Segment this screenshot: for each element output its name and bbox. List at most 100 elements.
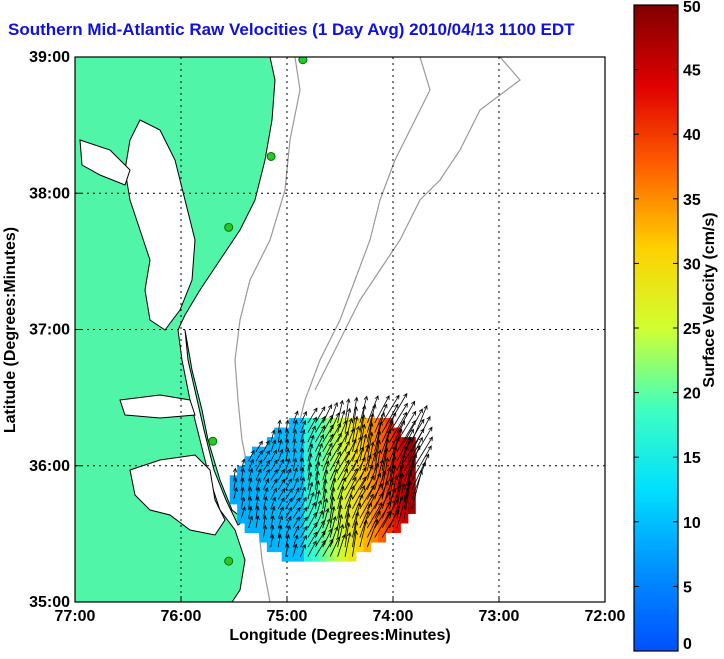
velocity-arrow [285,488,293,500]
velocity-arrowhead [248,477,253,482]
y-tick-label: 38:00 [29,185,70,202]
velocity-cell [385,513,394,524]
velocity-cell [303,437,312,448]
velocity-arrow [322,489,327,509]
velocity-arrow [366,511,381,538]
velocity-arrow [292,439,296,452]
velocity-arrowhead [248,515,254,521]
radar-station-marker [266,151,276,161]
velocity-arrow [300,458,303,471]
velocity-arrowhead [378,492,383,498]
velocity-arrow [240,477,244,490]
velocity-arrow [270,497,276,510]
velocity-arrow [233,487,237,500]
velocity-arrow [300,497,307,510]
velocity-arrow [404,437,423,471]
velocity-cell [318,475,327,486]
velocity-arrowhead [300,438,305,444]
velocity-arrowhead [423,404,428,410]
velocity-arrow [322,470,328,490]
velocity-arrow [352,436,362,462]
velocity-arrow [344,494,353,519]
velocity-arrowhead [412,410,417,416]
velocity-arrowhead [278,524,283,530]
velocity-arrow [337,524,344,548]
velocity-arrowhead [386,466,392,472]
velocity-arrow [255,468,262,481]
velocity-arrowhead [249,458,254,464]
colorbar-tick-label: 20 [683,386,701,403]
velocity-arrow [352,521,358,548]
velocity-arrowhead [272,487,277,493]
velocity-arrow [307,531,318,548]
velocity-arrow [300,526,308,538]
velocity-arrow [270,430,275,443]
velocity-arrow [292,544,297,557]
velocity-arrow [233,468,236,481]
velocity-arrow [374,421,382,452]
velocity-arrow [337,431,349,452]
velocity-arrow [255,506,259,519]
velocity-arrow [277,497,285,510]
velocity-arrowhead [342,476,347,482]
velocity-arrow [240,459,245,471]
velocity-arrowhead [336,451,341,456]
velocity-arrow [322,424,334,443]
velocity-arrow [314,416,326,433]
velocity-arrow [314,490,320,510]
velocity-arrowhead [411,400,416,406]
velocity-arrow [314,530,326,548]
velocity-arrowhead [232,467,238,473]
velocity-arrowhead [309,443,314,449]
velocity-arrowhead [300,476,306,482]
velocity-arrowhead [294,410,299,416]
velocity-arrowhead [273,478,278,484]
velocity-arrowhead [369,464,374,470]
velocity-arrowhead [333,468,338,474]
velocity-arrow [352,447,364,471]
velocity-arrow [263,460,271,471]
velocity-arrow [322,460,329,481]
velocity-arrow [344,486,355,510]
colorbar: 0 5 10 15 20 25 30 35 40 45 50 Surface Velocity (c… [633,0,718,653]
velocity-arrowhead [318,442,323,448]
velocity-arrow [322,539,334,557]
velocity-arrow [263,469,270,481]
velocity-arrowhead [288,506,293,512]
velocity-arrowhead [346,407,352,413]
velocity-arrowhead [357,435,363,441]
velocity-cell [333,475,342,486]
velocity-arrow [255,487,260,500]
velocity-arrow [374,395,390,424]
velocity-arrowhead [265,477,270,483]
y-tick-label: 35:00 [29,594,70,611]
colorbar-gradient [633,4,679,652]
velocity-arrowhead [383,403,388,409]
velocity-cell [303,551,312,562]
velocity-arrowhead [295,487,300,493]
bathymetry-contour-slope [314,57,521,391]
velocity-cell [311,427,320,438]
velocity-arrowhead [321,425,326,430]
velocity-arrowhead [264,486,269,492]
velocity-arrow [248,496,251,509]
velocity-arrowhead [255,486,261,492]
colorbar-tick-label: 15 [683,450,701,467]
velocity-arrowhead [339,399,344,405]
x-tick-label: 76:00 [161,608,202,625]
velocity-arrow [285,420,289,433]
velocity-arrowhead [293,543,298,549]
velocity-arrow [389,412,407,443]
velocity-arrowhead [292,457,298,463]
velocity-arrow [352,476,367,500]
velocity-arrowhead [302,420,307,425]
velocity-arrow [255,459,263,471]
radar-stations [208,57,308,566]
velocity-arrow [366,462,379,490]
velocity-arrow [314,500,322,519]
velocity-arrow [389,403,408,433]
velocity-arrowhead [327,451,332,457]
velocity-arrow [359,502,372,529]
velocity-arrowhead [428,436,433,442]
velocity-arrow [277,488,285,500]
